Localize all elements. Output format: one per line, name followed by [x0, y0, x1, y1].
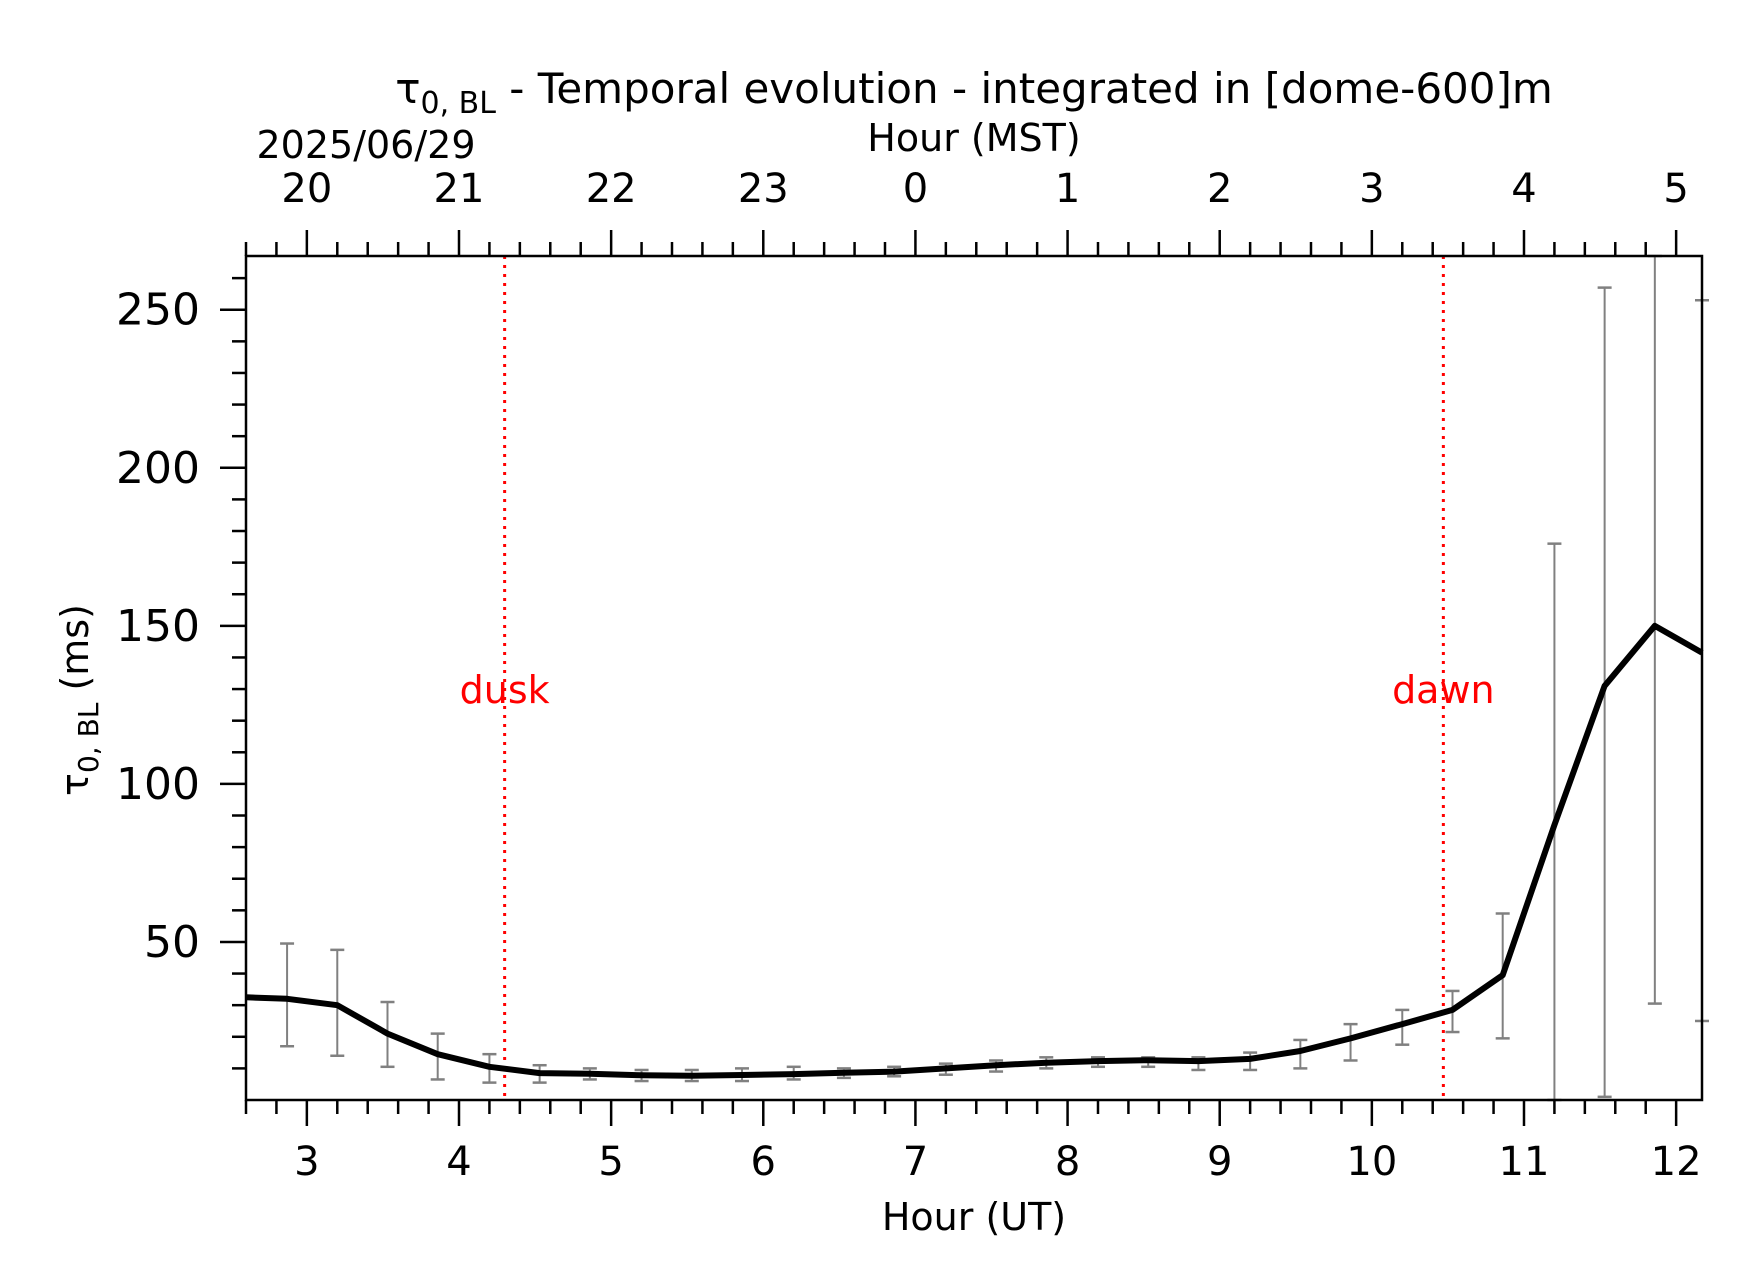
y-axis-label: τ0, BL (ms): [53, 604, 105, 796]
x2-tick-label: 5: [1663, 166, 1688, 212]
title-rest: - Temporal evolution - integrated in [do…: [496, 64, 1553, 113]
y-tick-label: 50: [144, 917, 200, 968]
ylabel-tau: τ: [53, 773, 97, 796]
x-tick-label: 4: [446, 1139, 471, 1185]
top-axis-label: Hour (MST): [867, 116, 1080, 160]
dusk-label: dusk: [460, 668, 550, 712]
axis-ticks: [220, 230, 1678, 1126]
x2-tick-label: 4: [1511, 166, 1536, 212]
x2-tick-label: 21: [434, 166, 485, 212]
series-line: [245, 622, 1704, 1079]
x-tick-label: 8: [1055, 1139, 1080, 1185]
ylabel-rest: (ms): [53, 604, 97, 703]
errorbar: [1395, 1008, 1410, 1046]
y-tick-label: 150: [116, 601, 200, 652]
x-tick-label: 12: [1651, 1139, 1702, 1185]
x-tick-label: 9: [1207, 1139, 1232, 1185]
svg-text:τ0, BL (ms): τ0, BL (ms): [53, 604, 105, 796]
plot-frame: [244, 254, 1704, 1102]
x2-tick-label: 0: [903, 166, 928, 212]
errorbar: [280, 942, 295, 1048]
x2-tick-label: 20: [281, 166, 332, 212]
x-tick-label: 5: [598, 1139, 623, 1185]
dawn-label: dawn: [1392, 668, 1495, 712]
errorbar: [1293, 1038, 1308, 1070]
svg-text:τ0, BL - Temporal evolution -: τ0, BL - Temporal evolution - integrated…: [395, 64, 1553, 121]
plot-area: dusk dawn: [245, 254, 1709, 1102]
x2-tick-label: 2: [1207, 166, 1232, 212]
ylabel-subscript: 0, BL: [72, 702, 105, 773]
x-axis-label: Hour (UT): [882, 1195, 1066, 1239]
errorbar: [1343, 1022, 1358, 1062]
x2-tick-label: 3: [1359, 166, 1384, 212]
y-tick-label: 200: [116, 443, 200, 494]
title-subscript: 0, BL: [420, 86, 496, 121]
x2-tick-label: 23: [738, 166, 789, 212]
y-tick-label: 100: [116, 759, 200, 810]
chart-title: τ0, BL - Temporal evolution - integrated…: [395, 64, 1553, 121]
x-tick-label: 11: [1499, 1139, 1550, 1185]
dusk-dawn-markers: dusk dawn: [460, 256, 1495, 1100]
x-tick-label: 6: [751, 1139, 776, 1185]
x-tick-label: 10: [1346, 1139, 1397, 1185]
x-tick-label: 3: [294, 1139, 319, 1185]
x-tick-label: 7: [903, 1139, 928, 1185]
x2-tick-label: 1: [1055, 166, 1080, 212]
top-axis-date: 2025/06/29: [256, 123, 475, 167]
y-tick-label: 250: [116, 285, 200, 336]
x2-tick-label: 22: [586, 166, 637, 212]
title-tau: τ: [395, 64, 420, 113]
